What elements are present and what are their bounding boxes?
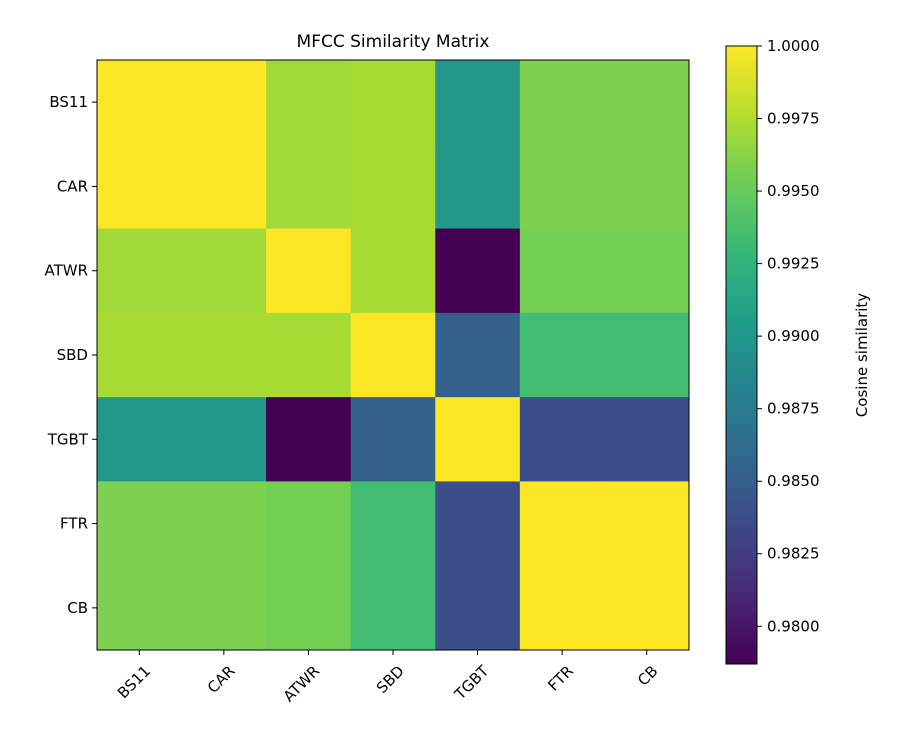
cell-TGBT-SBD (350, 397, 436, 482)
cell-SBD-BS11 (97, 312, 183, 398)
cell-CAR-CAR (181, 144, 267, 230)
cell-CB-BS11 (97, 565, 183, 651)
colorbar-tick-label: 0.9950 (767, 182, 820, 200)
colorbar-tick-label: 0.9800 (767, 617, 820, 635)
cell-TGBT-CB (604, 397, 690, 482)
cell-BS11-CB (604, 60, 690, 145)
colorbar-label: Cosine similarity (853, 293, 871, 417)
colorbar-tick-label: 0.9875 (767, 400, 820, 418)
cell-ATWR-SBD (350, 228, 436, 314)
cell-CB-ATWR (266, 565, 352, 651)
cell-SBD-CB (604, 312, 690, 398)
cell-BS11-SBD (350, 60, 436, 145)
cell-FTR-FTR (519, 481, 605, 567)
cell-ATWR-ATWR (266, 228, 352, 314)
x-tick-label: BS11 (114, 662, 154, 702)
y-tick-label: FTR (60, 515, 88, 533)
cell-CAR-ATWR (266, 144, 352, 230)
cell-FTR-TGBT (435, 481, 521, 567)
cell-FTR-SBD (350, 481, 436, 567)
cell-FTR-ATWR (266, 481, 352, 567)
cell-ATWR-CB (604, 228, 690, 314)
cell-BS11-TGBT (435, 60, 521, 145)
cell-TGBT-CAR (181, 397, 267, 482)
cell-ATWR-FTR (519, 228, 605, 314)
y-tick-label: CAR (57, 177, 88, 195)
colorbar-tick-label: 0.9825 (767, 545, 820, 563)
x-tick-label: FTR (544, 662, 576, 694)
y-tick-label: BS11 (49, 93, 88, 111)
cell-SBD-TGBT (435, 312, 521, 398)
cell-SBD-ATWR (266, 312, 352, 398)
cell-CB-SBD (350, 565, 436, 651)
cell-CAR-TGBT (435, 144, 521, 230)
colorbar-tick-label: 0.9925 (767, 255, 820, 273)
colorbar-tick-label: 0.9850 (767, 472, 820, 490)
cell-ATWR-TGBT (435, 228, 521, 314)
colorbar (725, 45, 758, 665)
x-tick-label: CB (634, 662, 661, 689)
cell-CB-CB (604, 565, 690, 651)
cell-TGBT-TGBT (435, 397, 521, 482)
cell-SBD-FTR (519, 312, 605, 398)
cell-ATWR-BS11 (97, 228, 183, 314)
y-tick-label: CB (67, 599, 88, 617)
cell-TGBT-FTR (519, 397, 605, 482)
y-tick-label: TGBT (47, 430, 89, 448)
x-tick-label: ATWR (280, 662, 323, 705)
x-tick-label: TGBT (450, 661, 492, 703)
cell-CB-TGBT (435, 565, 521, 651)
colorbar-tick-label: 0.9975 (767, 110, 820, 128)
cell-SBD-SBD (350, 312, 436, 398)
cell-CB-FTR (519, 565, 605, 651)
cell-SBD-CAR (181, 312, 267, 398)
x-tick-label: CAR (204, 662, 239, 697)
y-tick-label: ATWR (44, 262, 88, 280)
cell-CAR-FTR (519, 144, 605, 230)
cell-CAR-SBD (350, 144, 436, 230)
colorbar-tick-label: 1.0000 (767, 37, 820, 55)
cell-BS11-FTR (519, 60, 605, 145)
cell-CB-CAR (181, 565, 267, 651)
cell-TGBT-BS11 (97, 397, 183, 482)
cell-FTR-BS11 (97, 481, 183, 567)
cell-TGBT-ATWR (266, 397, 352, 482)
cell-FTR-CB (604, 481, 690, 567)
colorbar-tick-label: 0.9900 (767, 327, 820, 345)
cell-ATWR-CAR (181, 228, 267, 314)
cell-FTR-CAR (181, 481, 267, 567)
cell-BS11-BS11 (97, 60, 183, 145)
cell-CAR-BS11 (97, 144, 183, 230)
cell-BS11-CAR (181, 60, 267, 145)
y-tick-label: SBD (57, 346, 88, 364)
cell-CAR-CB (604, 144, 690, 230)
cell-BS11-ATWR (266, 60, 352, 145)
x-tick-label: SBD (373, 662, 408, 697)
chart-title: MFCC Similarity Matrix (297, 32, 490, 52)
